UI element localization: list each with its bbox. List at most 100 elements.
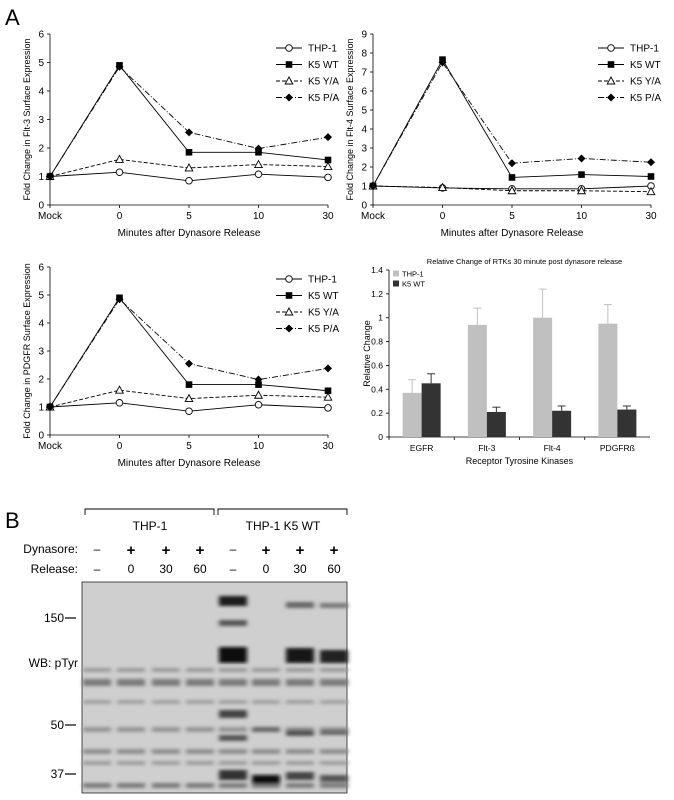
legend-marker xyxy=(285,44,293,52)
data-point xyxy=(578,171,585,178)
x-tick-label: 30 xyxy=(322,441,334,452)
group-bracket xyxy=(217,508,348,515)
legend-swatch xyxy=(393,280,399,287)
data-point xyxy=(185,359,193,368)
y-tick-label: 0 xyxy=(38,431,44,442)
blot-band xyxy=(117,700,145,704)
blot-band xyxy=(186,749,214,754)
data-point xyxy=(647,173,655,180)
legend-label: K5 P/A xyxy=(308,93,339,104)
data-point xyxy=(323,392,333,401)
blot-band xyxy=(219,783,247,788)
bar xyxy=(402,392,422,437)
data-point xyxy=(253,390,264,399)
y-tick-label: 1 xyxy=(378,313,383,323)
x-axis-title: Receptor Tyrosine Kinases xyxy=(466,456,574,466)
legend-marker xyxy=(607,93,615,102)
legend-marker xyxy=(285,61,293,68)
data-point xyxy=(185,148,193,156)
blot-band xyxy=(219,700,247,704)
data-point xyxy=(185,381,193,388)
release-lane-value: 0 xyxy=(263,562,270,576)
x-tick-label: 0 xyxy=(117,441,123,452)
y-tick-label: 6 xyxy=(38,263,44,274)
blot-band xyxy=(83,783,111,788)
data-point xyxy=(185,407,193,415)
data-point xyxy=(185,128,193,137)
dynasore-lane-symbol: + xyxy=(296,542,305,559)
y-tick-label: 7 xyxy=(361,68,367,79)
blot-band xyxy=(152,727,180,732)
x-axis-title: Minutes after Dynasore Release xyxy=(118,458,261,469)
y-tick-label: 4 xyxy=(38,319,44,330)
x-tick-label: 0 xyxy=(117,211,123,222)
x-tick-label: 5 xyxy=(186,211,192,222)
legend-marker xyxy=(285,93,293,102)
blot-band xyxy=(219,647,247,663)
blot-band xyxy=(320,730,348,735)
y-tick-label: 5 xyxy=(361,106,367,117)
panel-a-label: A xyxy=(5,5,20,30)
y-tick-label: 2 xyxy=(38,144,44,155)
legend-label: K5 Y/A xyxy=(308,308,339,319)
legend-label: THP-1 xyxy=(630,44,659,55)
wb-label: WB: pTyr xyxy=(29,656,78,670)
dynasore-row-label: Dynasore: xyxy=(23,542,78,556)
legend-marker xyxy=(607,61,615,68)
data-point xyxy=(254,375,263,384)
legend-label: K5 WT xyxy=(308,291,339,302)
blot-band xyxy=(252,775,280,784)
blot-band xyxy=(186,679,214,686)
data-point xyxy=(576,185,587,195)
y-tick-label: 4 xyxy=(38,87,44,98)
blot-band xyxy=(152,700,180,704)
blot-band xyxy=(152,668,180,672)
blot-band xyxy=(83,761,111,765)
blot-band xyxy=(286,783,314,788)
data-point xyxy=(255,381,262,388)
blot-band xyxy=(152,749,180,754)
x-tick-label: PDGFRß xyxy=(600,443,635,453)
dynasore-lane-symbol: + xyxy=(162,542,171,559)
legend-marker xyxy=(285,292,293,299)
legend-marker xyxy=(284,307,294,316)
group-bracket xyxy=(84,508,215,515)
x-tick-label: 10 xyxy=(576,211,588,222)
legend-marker xyxy=(285,275,293,283)
blot-band xyxy=(83,679,111,686)
blot-band xyxy=(286,730,314,736)
blot-band xyxy=(186,783,214,788)
release-lane-value: – xyxy=(94,562,101,576)
blot-band xyxy=(117,749,145,754)
x-axis-title: Minutes after Dynasore Release xyxy=(118,228,261,239)
blot-band xyxy=(320,783,348,788)
blot-band xyxy=(219,749,247,754)
x-tick-label: 10 xyxy=(253,441,265,452)
x-tick-label: Mock xyxy=(361,211,386,222)
blot-band xyxy=(219,761,247,765)
blot-band xyxy=(320,603,348,608)
legend-label: K5 P/A xyxy=(308,324,339,335)
y-tick-label: 1.2 xyxy=(371,289,383,299)
x-tick-label: 30 xyxy=(645,211,657,222)
y-tick-label: 1 xyxy=(38,403,44,414)
blot-band xyxy=(219,679,247,686)
y-tick-label: 0.6 xyxy=(371,360,383,370)
y-axis-title: Relative Change xyxy=(362,320,372,387)
blot-band xyxy=(286,648,314,663)
blot-band xyxy=(320,749,348,754)
x-tick-label: 5 xyxy=(186,441,192,452)
blot-band xyxy=(252,783,280,788)
legend-label: K5 Y/A xyxy=(308,77,339,88)
blot-band xyxy=(286,727,314,732)
dynasore-lane-symbol: – xyxy=(94,542,101,556)
blot-band xyxy=(252,727,280,732)
data-point xyxy=(647,158,655,167)
blot-band xyxy=(286,761,314,765)
blot-band xyxy=(320,700,348,704)
y-tick-label: 5 xyxy=(38,58,44,69)
blot-band xyxy=(219,596,247,606)
x-tick-label: Mock xyxy=(38,211,63,222)
blot-band xyxy=(252,761,280,765)
